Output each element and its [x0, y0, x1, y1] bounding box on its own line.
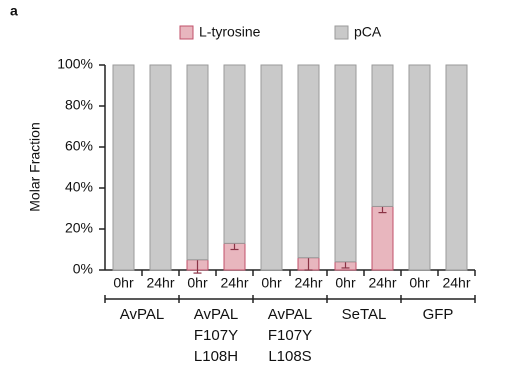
y-axis-label: Molar Fraction	[27, 122, 43, 211]
group-label: AvPAL	[120, 306, 164, 323]
bar-segment	[408, 64, 431, 271]
bar-segment	[297, 64, 320, 259]
y-tick-label: 40%	[65, 179, 93, 195]
legend-swatch	[334, 25, 349, 40]
group-label: F107Y	[194, 327, 238, 344]
bar-segment	[149, 64, 172, 271]
x-tick-label: 0hr	[335, 275, 356, 291]
x-tick-label: 0hr	[409, 275, 430, 291]
bar-segment	[223, 64, 246, 244]
x-tick-label: 24hr	[220, 275, 248, 291]
bar-segment	[186, 64, 209, 261]
legend-label: L-tyrosine	[199, 24, 261, 40]
y-tick-label: 20%	[65, 220, 93, 236]
x-tick-label: 0hr	[113, 275, 134, 291]
group-label: L108H	[194, 348, 238, 365]
x-tick-label: 24hr	[442, 275, 470, 291]
x-tick-label: 24hr	[368, 275, 396, 291]
group-label: SeTAL	[342, 306, 387, 323]
legend-label: pCA	[354, 24, 382, 40]
x-tick-label: 0hr	[187, 275, 208, 291]
y-tick-label: 100%	[57, 56, 93, 72]
bar-segment	[112, 64, 135, 271]
group-label: AvPAL	[194, 306, 238, 323]
group-label: GFP	[423, 306, 454, 323]
y-tick-label: 80%	[65, 97, 93, 113]
group-label: AvPAL	[268, 306, 312, 323]
panel-label: a	[10, 3, 18, 19]
group-label: F107Y	[268, 327, 312, 344]
bar-segment	[260, 64, 283, 271]
x-tick-label: 24hr	[294, 275, 322, 291]
bar-segment	[371, 64, 394, 207]
y-tick-label: 60%	[65, 138, 93, 154]
y-tick-label: 0%	[73, 261, 93, 277]
group-label: L108S	[268, 348, 311, 365]
bar-segment	[334, 64, 357, 263]
bar-segment	[445, 64, 468, 271]
legend-swatch	[179, 25, 194, 40]
x-tick-label: 24hr	[146, 275, 174, 291]
bar-segment	[371, 205, 394, 271]
x-tick-label: 0hr	[261, 275, 282, 291]
